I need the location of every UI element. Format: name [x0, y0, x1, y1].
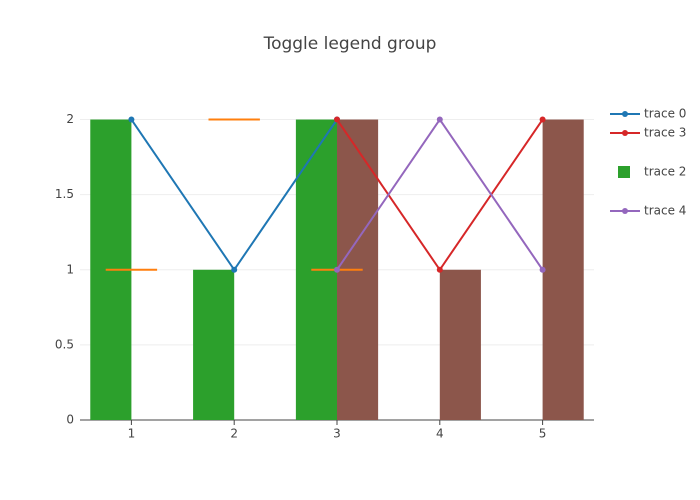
legend-swatch [618, 166, 630, 178]
legend-item: trace 4 [610, 204, 686, 218]
bar [542, 119, 584, 420]
chart-title: Toggle legend group [263, 34, 437, 54]
x-tick-label: 3 [333, 427, 341, 441]
bar [193, 269, 235, 420]
point [539, 266, 546, 273]
x-tick-label: 1 [128, 427, 136, 441]
point [334, 116, 340, 123]
legend-label: trace 0 [644, 107, 686, 121]
legend-marker [622, 130, 628, 136]
legend-marker [622, 208, 628, 214]
legend-item: trace 2 [618, 165, 686, 179]
y-tick-label: 0 [66, 413, 74, 427]
point [231, 266, 238, 273]
x-tick-label: 4 [436, 427, 444, 441]
legend-label: trace 4 [644, 204, 686, 218]
legend-marker [622, 111, 628, 117]
y-tick-label: 1 [66, 262, 74, 276]
legend-item: trace 3 [610, 126, 686, 140]
point [334, 266, 340, 273]
point [436, 266, 443, 273]
y-tick-label: 2 [66, 112, 74, 126]
legend-label: trace 3 [644, 126, 686, 140]
point [436, 116, 443, 123]
point [539, 116, 546, 123]
x-tick-label: 5 [539, 427, 547, 441]
y-tick-label: 1.5 [55, 187, 74, 201]
legend-label: trace 2 [644, 165, 686, 179]
y-tick-label: 0.5 [55, 337, 74, 351]
point [128, 116, 135, 123]
x-tick-label: 2 [230, 427, 238, 441]
bar [439, 269, 481, 420]
legend-item: trace 0 [610, 107, 686, 121]
